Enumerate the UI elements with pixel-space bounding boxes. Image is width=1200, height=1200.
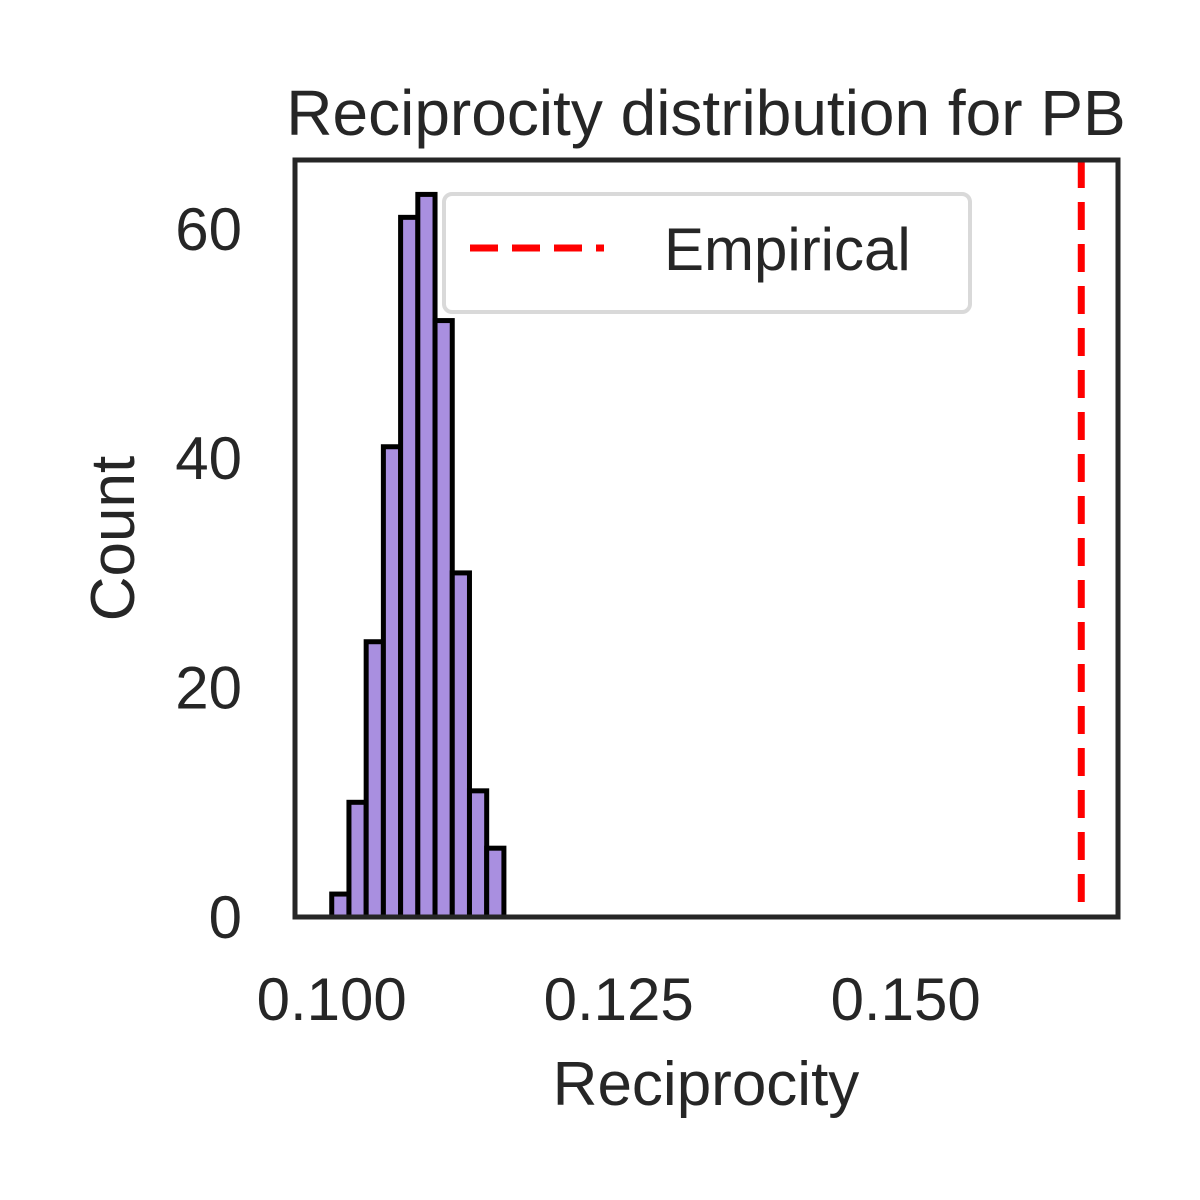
histogram-bar-7 <box>432 318 455 920</box>
y-tick-label: 20 <box>175 655 242 722</box>
histogram-bar-5 <box>398 214 421 920</box>
x-tick-label: 0.150 <box>831 966 981 1033</box>
x-tick-label: 0.125 <box>544 966 694 1033</box>
y-axis-ticks: 0 20 40 60 <box>175 196 242 951</box>
x-axis-label: Reciprocity <box>553 1050 860 1119</box>
y-tick-label: 60 <box>175 196 242 263</box>
y-axis-label: Count <box>79 456 148 621</box>
histogram-bar-8 <box>449 570 472 920</box>
plot-frame <box>292 157 1121 920</box>
legend-box <box>442 192 972 314</box>
histogram-bar-4 <box>380 444 404 920</box>
histogram-bar-10 <box>484 845 507 920</box>
legend: Empirical <box>442 192 972 314</box>
histogram-bar-3 <box>363 639 386 920</box>
x-tick-label: 0.100 <box>257 966 407 1033</box>
x-axis-ticks: 0.100 0.125 0.150 <box>257 966 981 1033</box>
histogram-bar-2 <box>346 799 369 920</box>
histogram-bar-1 <box>329 891 352 920</box>
histogram-bars <box>329 191 507 920</box>
histogram-bar-9 <box>466 788 490 920</box>
y-tick-label: 0 <box>209 884 242 951</box>
chart-title: Reciprocity distribution for PB <box>286 77 1125 149</box>
legend-entry-empirical: Empirical <box>664 216 911 283</box>
histogram-bar-6 <box>415 191 438 920</box>
y-tick-label: 40 <box>175 425 242 492</box>
